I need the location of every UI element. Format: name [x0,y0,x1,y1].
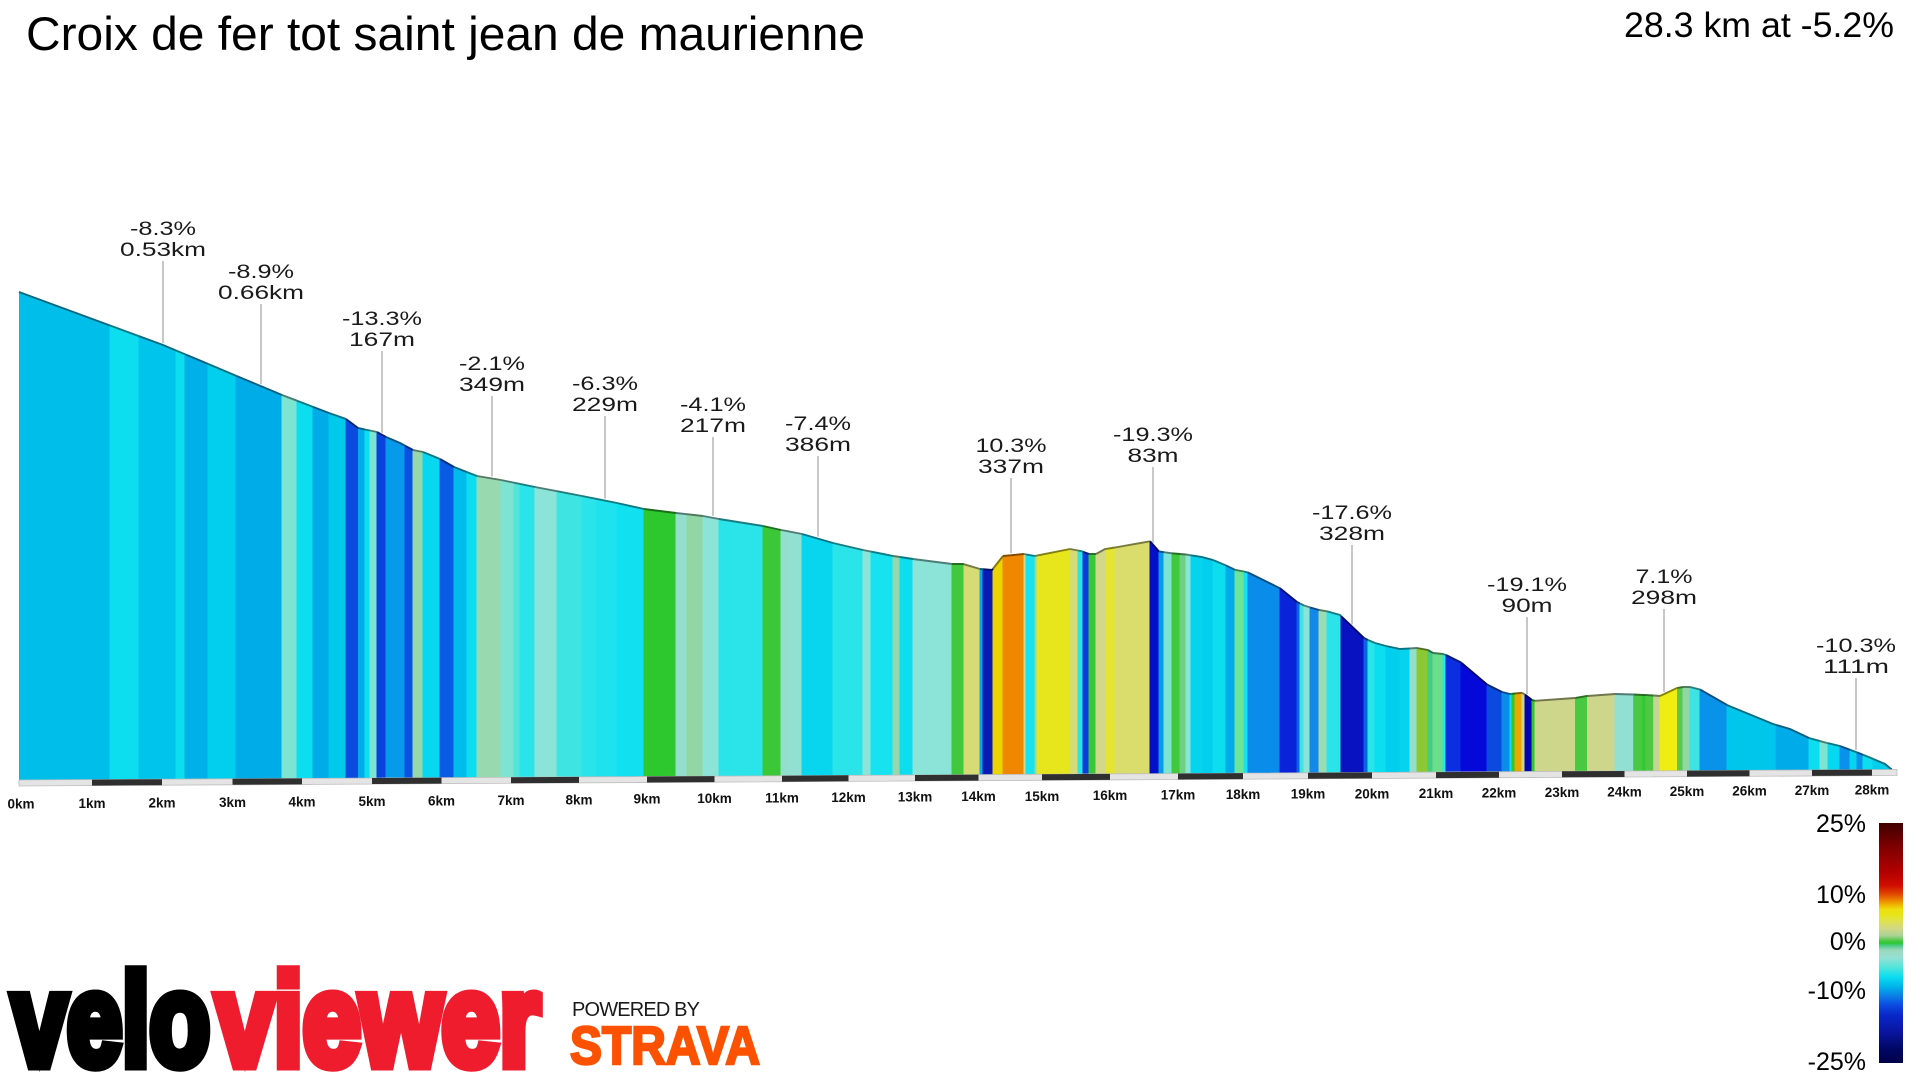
svg-text:12km: 12km [831,790,866,805]
svg-text:9km: 9km [633,792,660,807]
svg-text:0.66km: 0.66km [218,282,304,304]
svg-text:349m: 349m [459,374,525,396]
svg-text:viewer: viewer [216,947,540,1080]
svg-text:16km: 16km [1093,788,1128,803]
svg-text:19km: 19km [1291,787,1326,802]
svg-text:25km: 25km [1670,784,1705,799]
svg-text:10.3%: 10.3% [976,435,1047,457]
svg-text:3km: 3km [219,795,246,810]
svg-text:Croix de fer tot saint jean de: Croix de fer tot saint jean de maurienne [26,7,865,60]
svg-text:298m: 298m [1631,587,1697,609]
svg-text:111m: 111m [1823,656,1889,678]
svg-text:22km: 22km [1482,785,1517,800]
svg-text:13km: 13km [898,790,933,805]
svg-text:386m: 386m [785,434,851,456]
svg-text:20km: 20km [1355,786,1390,801]
svg-text:10%: 10% [1816,881,1866,909]
svg-text:6km: 6km [428,793,455,808]
svg-text:-6.3%: -6.3% [572,373,638,395]
svg-text:90m: 90m [1502,595,1553,617]
svg-text:-4.1%: -4.1% [680,394,746,416]
svg-text:-25%: -25% [1808,1048,1866,1076]
svg-text:7km: 7km [497,793,524,808]
svg-text:229m: 229m [572,394,638,416]
svg-text:26km: 26km [1732,783,1767,798]
svg-text:0.53km: 0.53km [120,239,206,261]
svg-text:-19.3%: -19.3% [1113,424,1193,446]
svg-text:-2.1%: -2.1% [459,353,525,375]
svg-text:17km: 17km [1161,788,1196,803]
svg-text:-8.3%: -8.3% [130,218,196,240]
svg-text:83m: 83m [1128,445,1179,467]
svg-text:-13.3%: -13.3% [342,308,422,330]
svg-text:-10.3%: -10.3% [1816,635,1896,657]
svg-text:velo: velo [12,947,210,1080]
svg-text:8km: 8km [565,792,592,807]
svg-text:-10%: -10% [1808,977,1866,1005]
svg-text:28km: 28km [1855,783,1890,798]
svg-text:-19.1%: -19.1% [1487,574,1567,596]
svg-text:167m: 167m [349,329,415,351]
svg-text:5km: 5km [358,794,385,809]
svg-text:11km: 11km [765,791,799,806]
svg-text:STRAVA: STRAVA [570,1016,760,1076]
svg-text:POWERED BY: POWERED BY [572,999,700,1021]
svg-text:217m: 217m [680,415,746,437]
svg-text:4km: 4km [288,794,315,809]
svg-text:18km: 18km [1226,787,1261,802]
svg-text:23km: 23km [1545,785,1580,800]
svg-text:2km: 2km [148,795,175,810]
svg-text:24km: 24km [1607,784,1642,799]
svg-text:21km: 21km [1419,786,1454,801]
svg-text:0%: 0% [1830,928,1866,956]
svg-text:337m: 337m [978,456,1044,478]
svg-text:-7.4%: -7.4% [785,413,851,435]
svg-text:7.1%: 7.1% [1636,566,1693,588]
svg-text:10km: 10km [697,791,732,806]
svg-text:14km: 14km [961,789,996,804]
svg-text:328m: 328m [1319,523,1385,545]
svg-text:28.3 km at -5.2%: 28.3 km at -5.2% [1624,6,1894,45]
svg-text:15km: 15km [1025,789,1060,804]
svg-text:1km: 1km [78,796,105,811]
svg-text:25%: 25% [1816,810,1866,838]
svg-text:0km: 0km [7,797,34,812]
svg-text:27km: 27km [1795,783,1830,798]
svg-text:-8.9%: -8.9% [228,261,294,283]
svg-text:-17.6%: -17.6% [1312,502,1392,524]
